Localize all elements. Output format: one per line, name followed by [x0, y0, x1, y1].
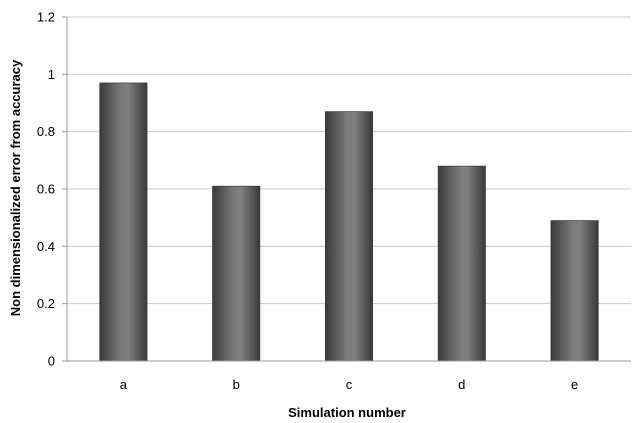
x-tick-label: b: [233, 377, 240, 392]
y-axis-title: Non dimensionalized error from accuracy: [8, 59, 23, 316]
axes: [62, 16, 631, 362]
y-tick-label: 0: [48, 354, 55, 369]
bar-a: [99, 82, 148, 362]
y-tick-label: 0.2: [37, 296, 55, 311]
y-tick-label: 1: [48, 67, 55, 82]
bars: [99, 82, 599, 362]
bar-b: [212, 185, 261, 362]
x-axis-title: Simulation number: [288, 405, 406, 420]
x-tick-label: d: [458, 377, 465, 392]
y-tick-label: 1.2: [37, 10, 55, 25]
x-tick-label: e: [571, 377, 578, 392]
bar-d: [437, 165, 486, 362]
x-tick-label: a: [120, 377, 128, 392]
bar-c: [325, 111, 373, 362]
y-tick-label: 0.6: [37, 182, 55, 197]
x-tick-label: c: [346, 377, 353, 392]
tick-labels: 0 0.2 0.4 0.6 0.8 1 1.2 a b c d e: [37, 10, 578, 393]
y-tick-label: 0.4: [37, 239, 55, 254]
bar-e: [550, 220, 599, 362]
y-tick-label: 0.8: [37, 124, 55, 139]
